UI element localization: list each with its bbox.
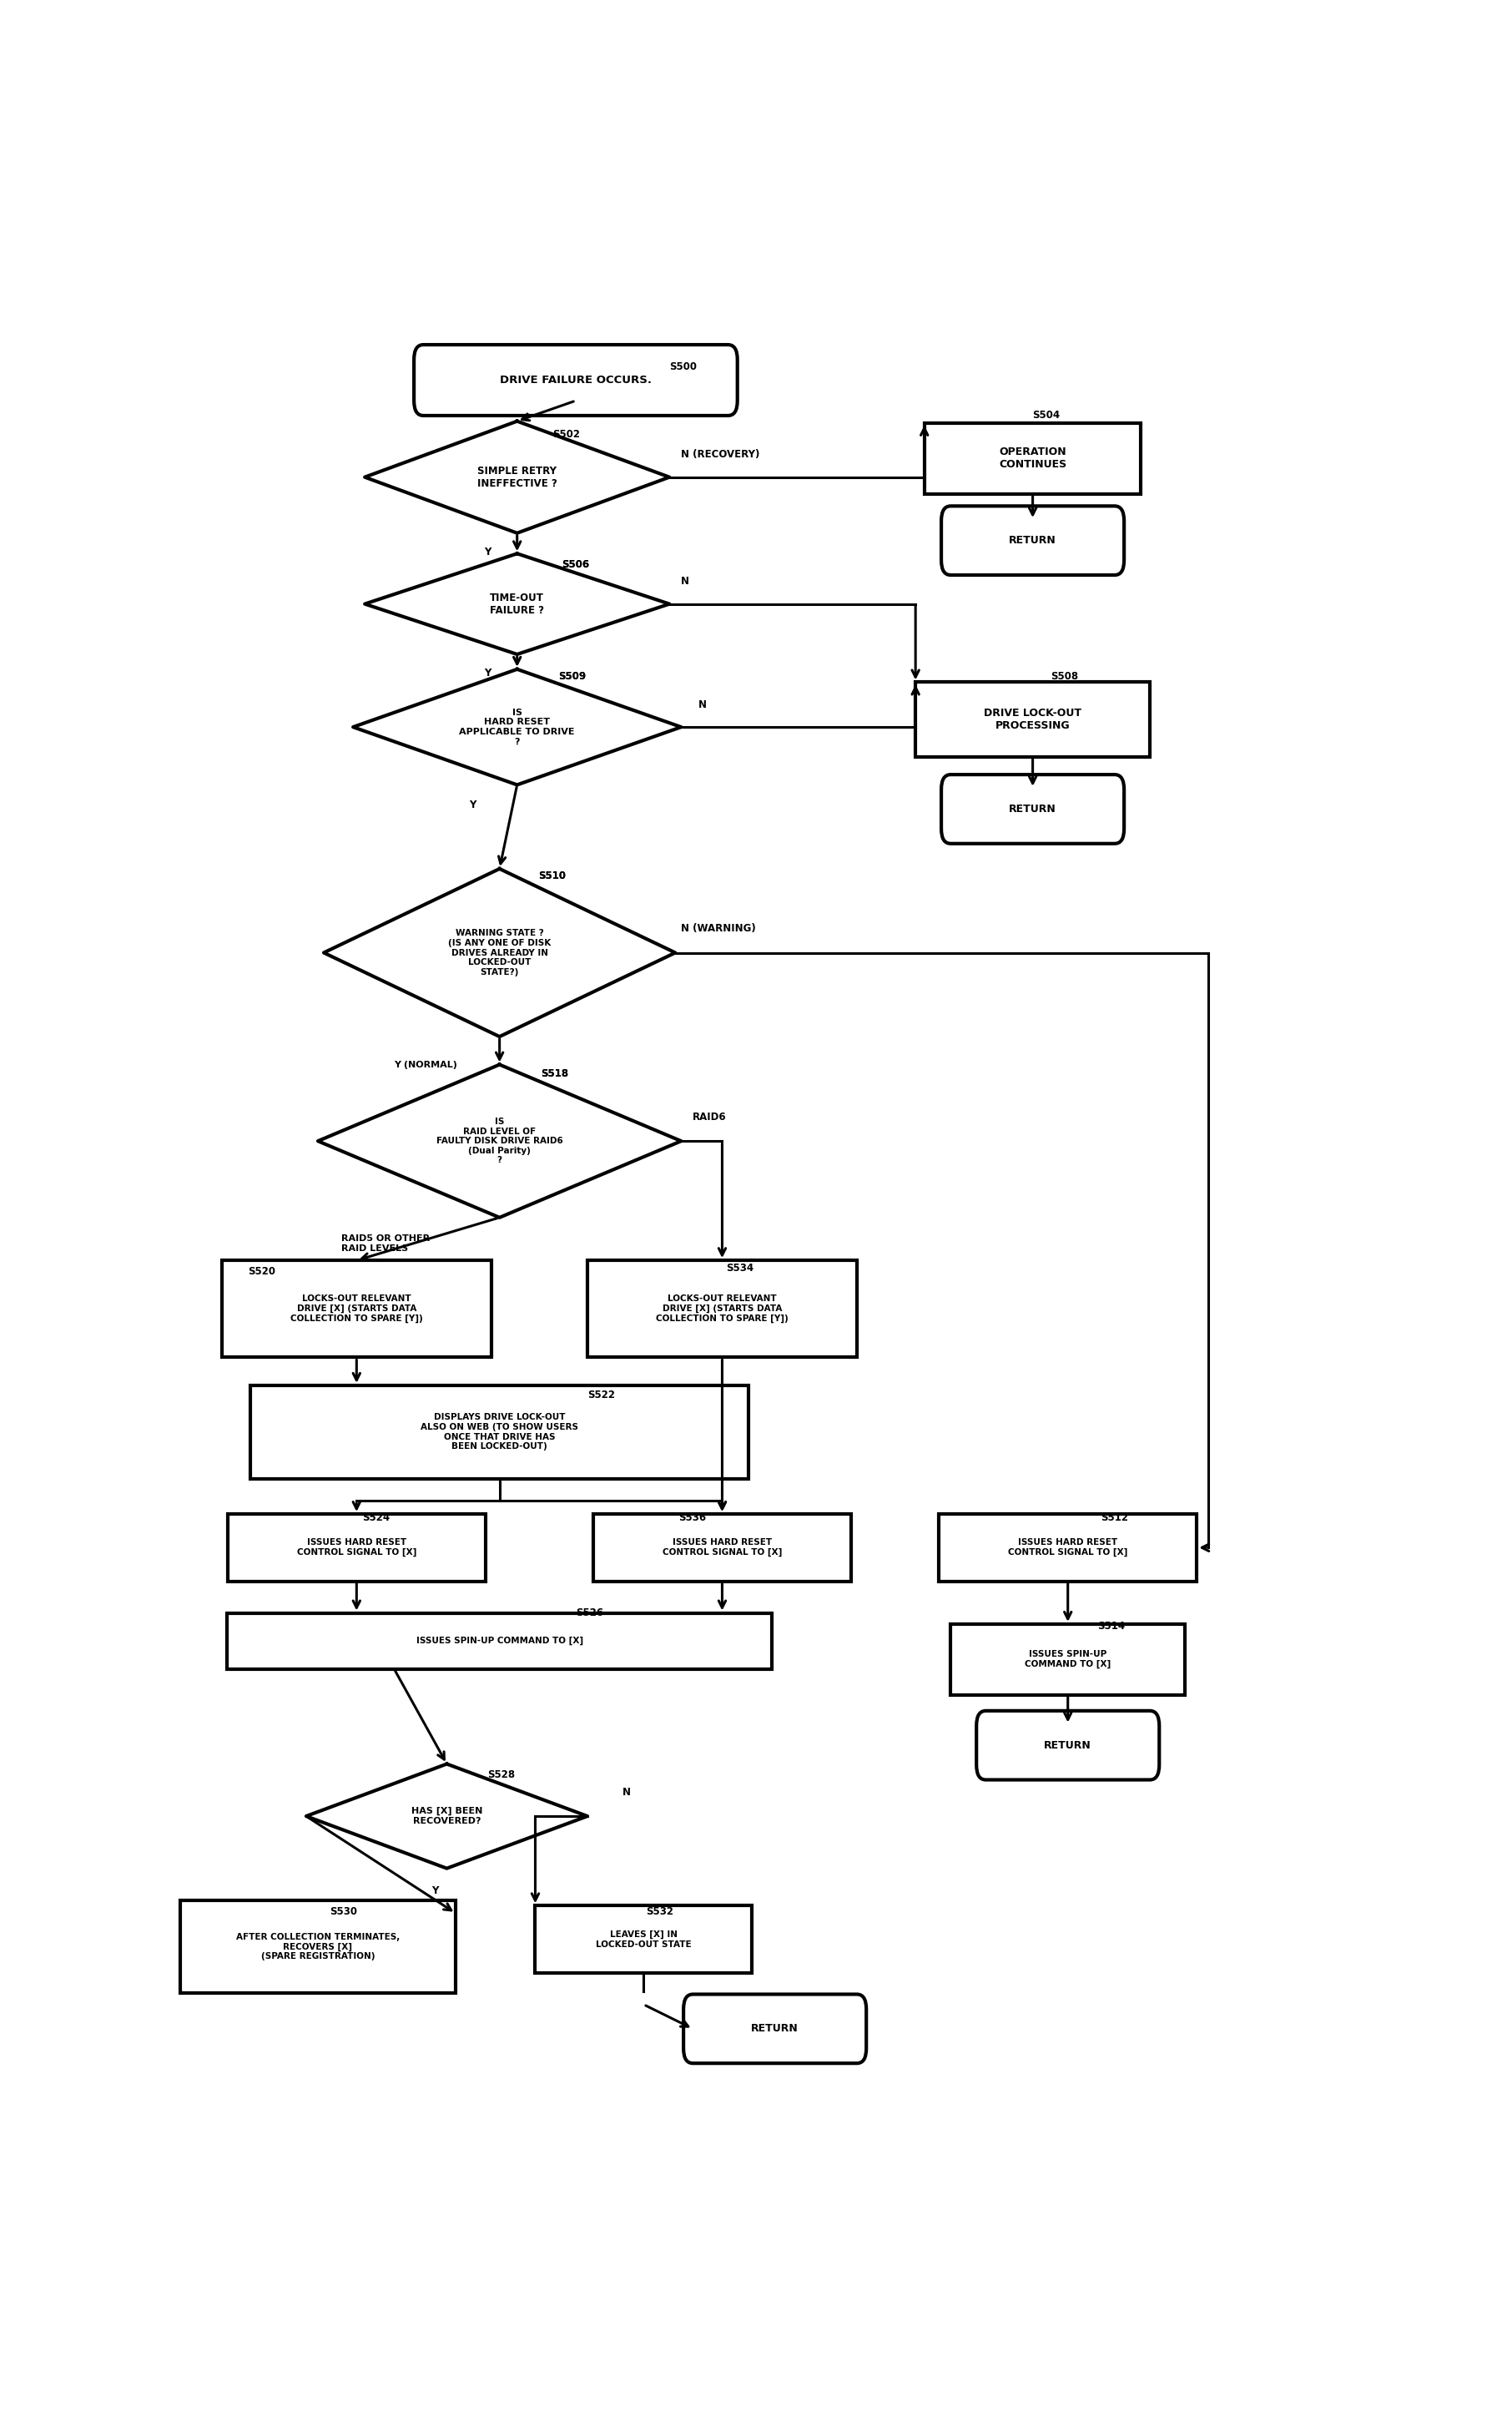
Bar [228,1514,485,1582]
Text: N (WARNING): N (WARNING) [680,923,756,935]
Text: ISSUES HARD RESET
CONTROL SIGNAL TO [X]: ISSUES HARD RESET CONTROL SIGNAL TO [X] [1009,1538,1128,1557]
Text: LOCKS-OUT RELEVANT
DRIVE [X] (STARTS DATA
COLLECTION TO SPARE [Y]): LOCKS-OUT RELEVANT DRIVE [X] (STARTS DAT… [656,1296,788,1322]
Text: ISSUES SPIN-UP
COMMAND TO [X]: ISSUES SPIN-UP COMMAND TO [X] [1025,1649,1111,1669]
Bar [951,1625,1185,1695]
Text: S509: S509 [558,671,585,683]
Text: LEAVES [X] IN
LOCKED-OUT STATE: LEAVES [X] IN LOCKED-OUT STATE [596,1930,691,1947]
Text: N: N [699,700,708,710]
Bar [222,1259,491,1356]
Bar [535,1906,751,1974]
Bar [924,424,1142,494]
Text: S504: S504 [1033,409,1060,421]
Text: IS
HARD RESET
APPLICABLE TO DRIVE
?: IS HARD RESET APPLICABLE TO DRIVE ? [460,707,575,746]
Text: WARNING STATE ?
(IS ANY ONE OF DISK
DRIVES ALREADY IN
LOCKED-OUT
STATE?): WARNING STATE ? (IS ANY ONE OF DISK DRIV… [448,930,550,976]
Text: S508: S508 [1051,671,1078,683]
Bar [915,683,1151,756]
Polygon shape [364,421,670,533]
Text: ISSUES SPIN-UP COMMAND TO [X]: ISSUES SPIN-UP COMMAND TO [X] [416,1637,584,1645]
Text: S534: S534 [726,1262,753,1274]
Text: S506: S506 [561,559,590,569]
Text: S518: S518 [541,1068,569,1080]
Text: S509: S509 [558,671,585,683]
Text: S526: S526 [576,1608,603,1618]
Text: N (RECOVERY): N (RECOVERY) [680,450,761,460]
Text: S510: S510 [538,872,565,882]
FancyBboxPatch shape [942,775,1123,843]
Text: Y: Y [469,799,476,811]
Bar [593,1514,851,1582]
Text: S524: S524 [363,1511,390,1523]
Bar [587,1259,857,1356]
Polygon shape [318,1066,680,1218]
Text: OPERATION
CONTINUES: OPERATION CONTINUES [999,446,1066,470]
Bar [227,1613,773,1669]
Text: S520: S520 [248,1267,275,1276]
Text: N: N [623,1787,631,1797]
Text: Y: Y [484,668,491,678]
Text: N: N [680,576,689,586]
Text: S530: S530 [330,1906,357,1916]
FancyBboxPatch shape [977,1710,1160,1780]
Text: RETURN: RETURN [751,2022,798,2034]
Polygon shape [324,869,676,1037]
Text: S510: S510 [538,872,565,882]
Bar [939,1514,1196,1582]
Text: Y: Y [431,1884,438,1896]
Text: Y: Y [484,547,491,557]
FancyBboxPatch shape [942,506,1123,574]
Text: S528: S528 [488,1770,516,1780]
Polygon shape [305,1763,587,1867]
Text: DRIVE LOCK-OUT
PROCESSING: DRIVE LOCK-OUT PROCESSING [984,707,1081,731]
Text: RAID5 OR OTHER
RAID LEVELS: RAID5 OR OTHER RAID LEVELS [342,1235,429,1252]
Polygon shape [364,555,670,654]
Text: S502: S502 [552,429,579,441]
Text: ISSUES HARD RESET
CONTROL SIGNAL TO [X]: ISSUES HARD RESET CONTROL SIGNAL TO [X] [296,1538,416,1557]
Text: S536: S536 [679,1511,706,1523]
FancyBboxPatch shape [414,344,738,417]
Text: DRIVE FAILURE OCCURS.: DRIVE FAILURE OCCURS. [500,375,652,385]
Text: RETURN: RETURN [1009,804,1057,814]
Text: S518: S518 [541,1068,569,1080]
Text: TIME-OUT
FAILURE ?: TIME-OUT FAILURE ? [490,593,544,615]
Text: DISPLAYS DRIVE LOCK-OUT
ALSO ON WEB (TO SHOW USERS
ONCE THAT DRIVE HAS
BEEN LOCK: DISPLAYS DRIVE LOCK-OUT ALSO ON WEB (TO … [420,1414,579,1451]
Text: S500: S500 [670,361,697,373]
Polygon shape [352,668,680,785]
Text: RAID6: RAID6 [692,1112,727,1121]
Bar [251,1385,748,1477]
Text: S512: S512 [1101,1511,1128,1523]
Text: RETURN: RETURN [1009,535,1057,545]
Text: SIMPLE RETRY
INEFFECTIVE ?: SIMPLE RETRY INEFFECTIVE ? [478,465,556,489]
Text: LOCKS-OUT RELEVANT
DRIVE [X] (STARTS DATA
COLLECTION TO SPARE [Y]): LOCKS-OUT RELEVANT DRIVE [X] (STARTS DAT… [290,1296,423,1322]
Text: Y (NORMAL): Y (NORMAL) [395,1061,457,1068]
Text: RETURN: RETURN [1045,1739,1092,1751]
Bar [180,1901,455,1993]
Text: AFTER COLLECTION TERMINATES,
RECOVERS [X]
(SPARE REGISTRATION): AFTER COLLECTION TERMINATES, RECOVERS [X… [236,1933,399,1962]
Text: S532: S532 [646,1906,673,1916]
Text: ISSUES HARD RESET
CONTROL SIGNAL TO [X]: ISSUES HARD RESET CONTROL SIGNAL TO [X] [662,1538,782,1557]
Text: S506: S506 [561,559,590,569]
FancyBboxPatch shape [683,1993,866,2064]
Text: S514: S514 [1098,1620,1125,1632]
Text: IS
RAID LEVEL OF
FAULTY DISK DRIVE RAID6
(Dual Parity)
?: IS RAID LEVEL OF FAULTY DISK DRIVE RAID6… [437,1117,562,1165]
Text: S522: S522 [587,1390,615,1400]
Text: HAS [X] BEEN
RECOVERED?: HAS [X] BEEN RECOVERED? [411,1807,482,1826]
